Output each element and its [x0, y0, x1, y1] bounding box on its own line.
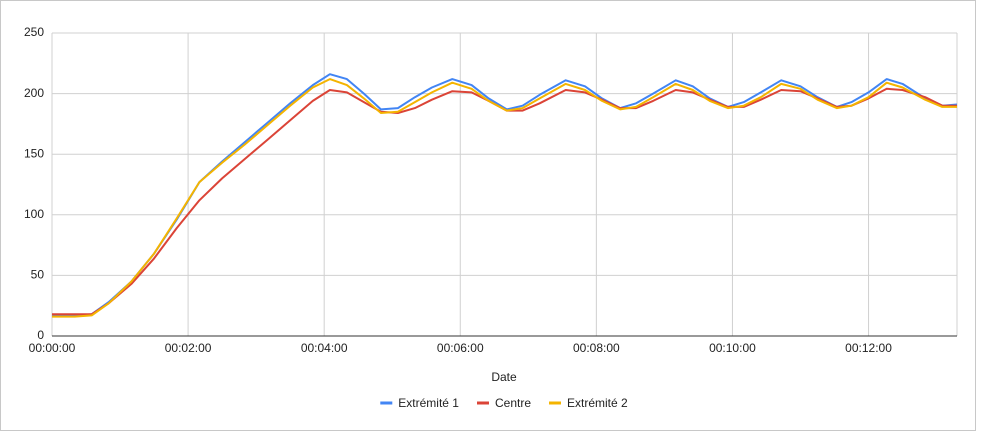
series-line — [52, 78, 957, 318]
y-tick-label: 50 — [31, 268, 45, 282]
y-tick-label: 200 — [24, 86, 44, 100]
x-tick-label: 00:04:00 — [301, 341, 348, 355]
series-line — [52, 87, 957, 316]
x-axis-label: Date — [491, 370, 517, 384]
y-tick-label: 100 — [24, 207, 44, 221]
legend-label: Centre — [495, 396, 531, 410]
y-tick-label: 250 — [24, 25, 44, 39]
x-tick-label: 00:00:00 — [29, 341, 76, 355]
legend-label: Extrémité 2 — [567, 396, 628, 410]
y-tick-label: 150 — [24, 146, 44, 160]
x-tick-label: 00:12:00 — [845, 341, 892, 355]
y-tick-label: 0 — [37, 328, 44, 342]
x-tick-label: 00:02:00 — [165, 341, 212, 355]
legend-label: Extrémité 1 — [398, 396, 459, 410]
x-tick-label: 00:10:00 — [709, 341, 756, 355]
x-tick-label: 00:08:00 — [573, 341, 620, 355]
x-tick-label: 00:06:00 — [437, 341, 484, 355]
